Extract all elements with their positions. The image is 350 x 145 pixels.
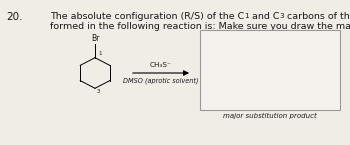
- Bar: [200, 30, 340, 110]
- Text: 3: 3: [97, 89, 100, 94]
- Text: The absolute configuration (R/S) of the C: The absolute configuration (R/S) of the …: [50, 12, 244, 21]
- Text: 1: 1: [98, 51, 102, 56]
- Text: major substitution product: major substitution product: [223, 113, 317, 119]
- Text: Br: Br: [91, 34, 99, 43]
- Text: 3: 3: [280, 13, 284, 19]
- Text: formed in the following reaction is: Make sure you draw the major product.: formed in the following reaction is: Mak…: [50, 22, 350, 31]
- Text: DMSO (aprotic solvent): DMSO (aprotic solvent): [123, 77, 199, 84]
- Text: 1: 1: [244, 13, 249, 19]
- Text: 20.: 20.: [6, 12, 22, 22]
- Text: CH₃S⁻: CH₃S⁻: [150, 62, 172, 68]
- Text: and C: and C: [249, 12, 280, 21]
- Text: carbons of the: carbons of the: [284, 12, 350, 21]
